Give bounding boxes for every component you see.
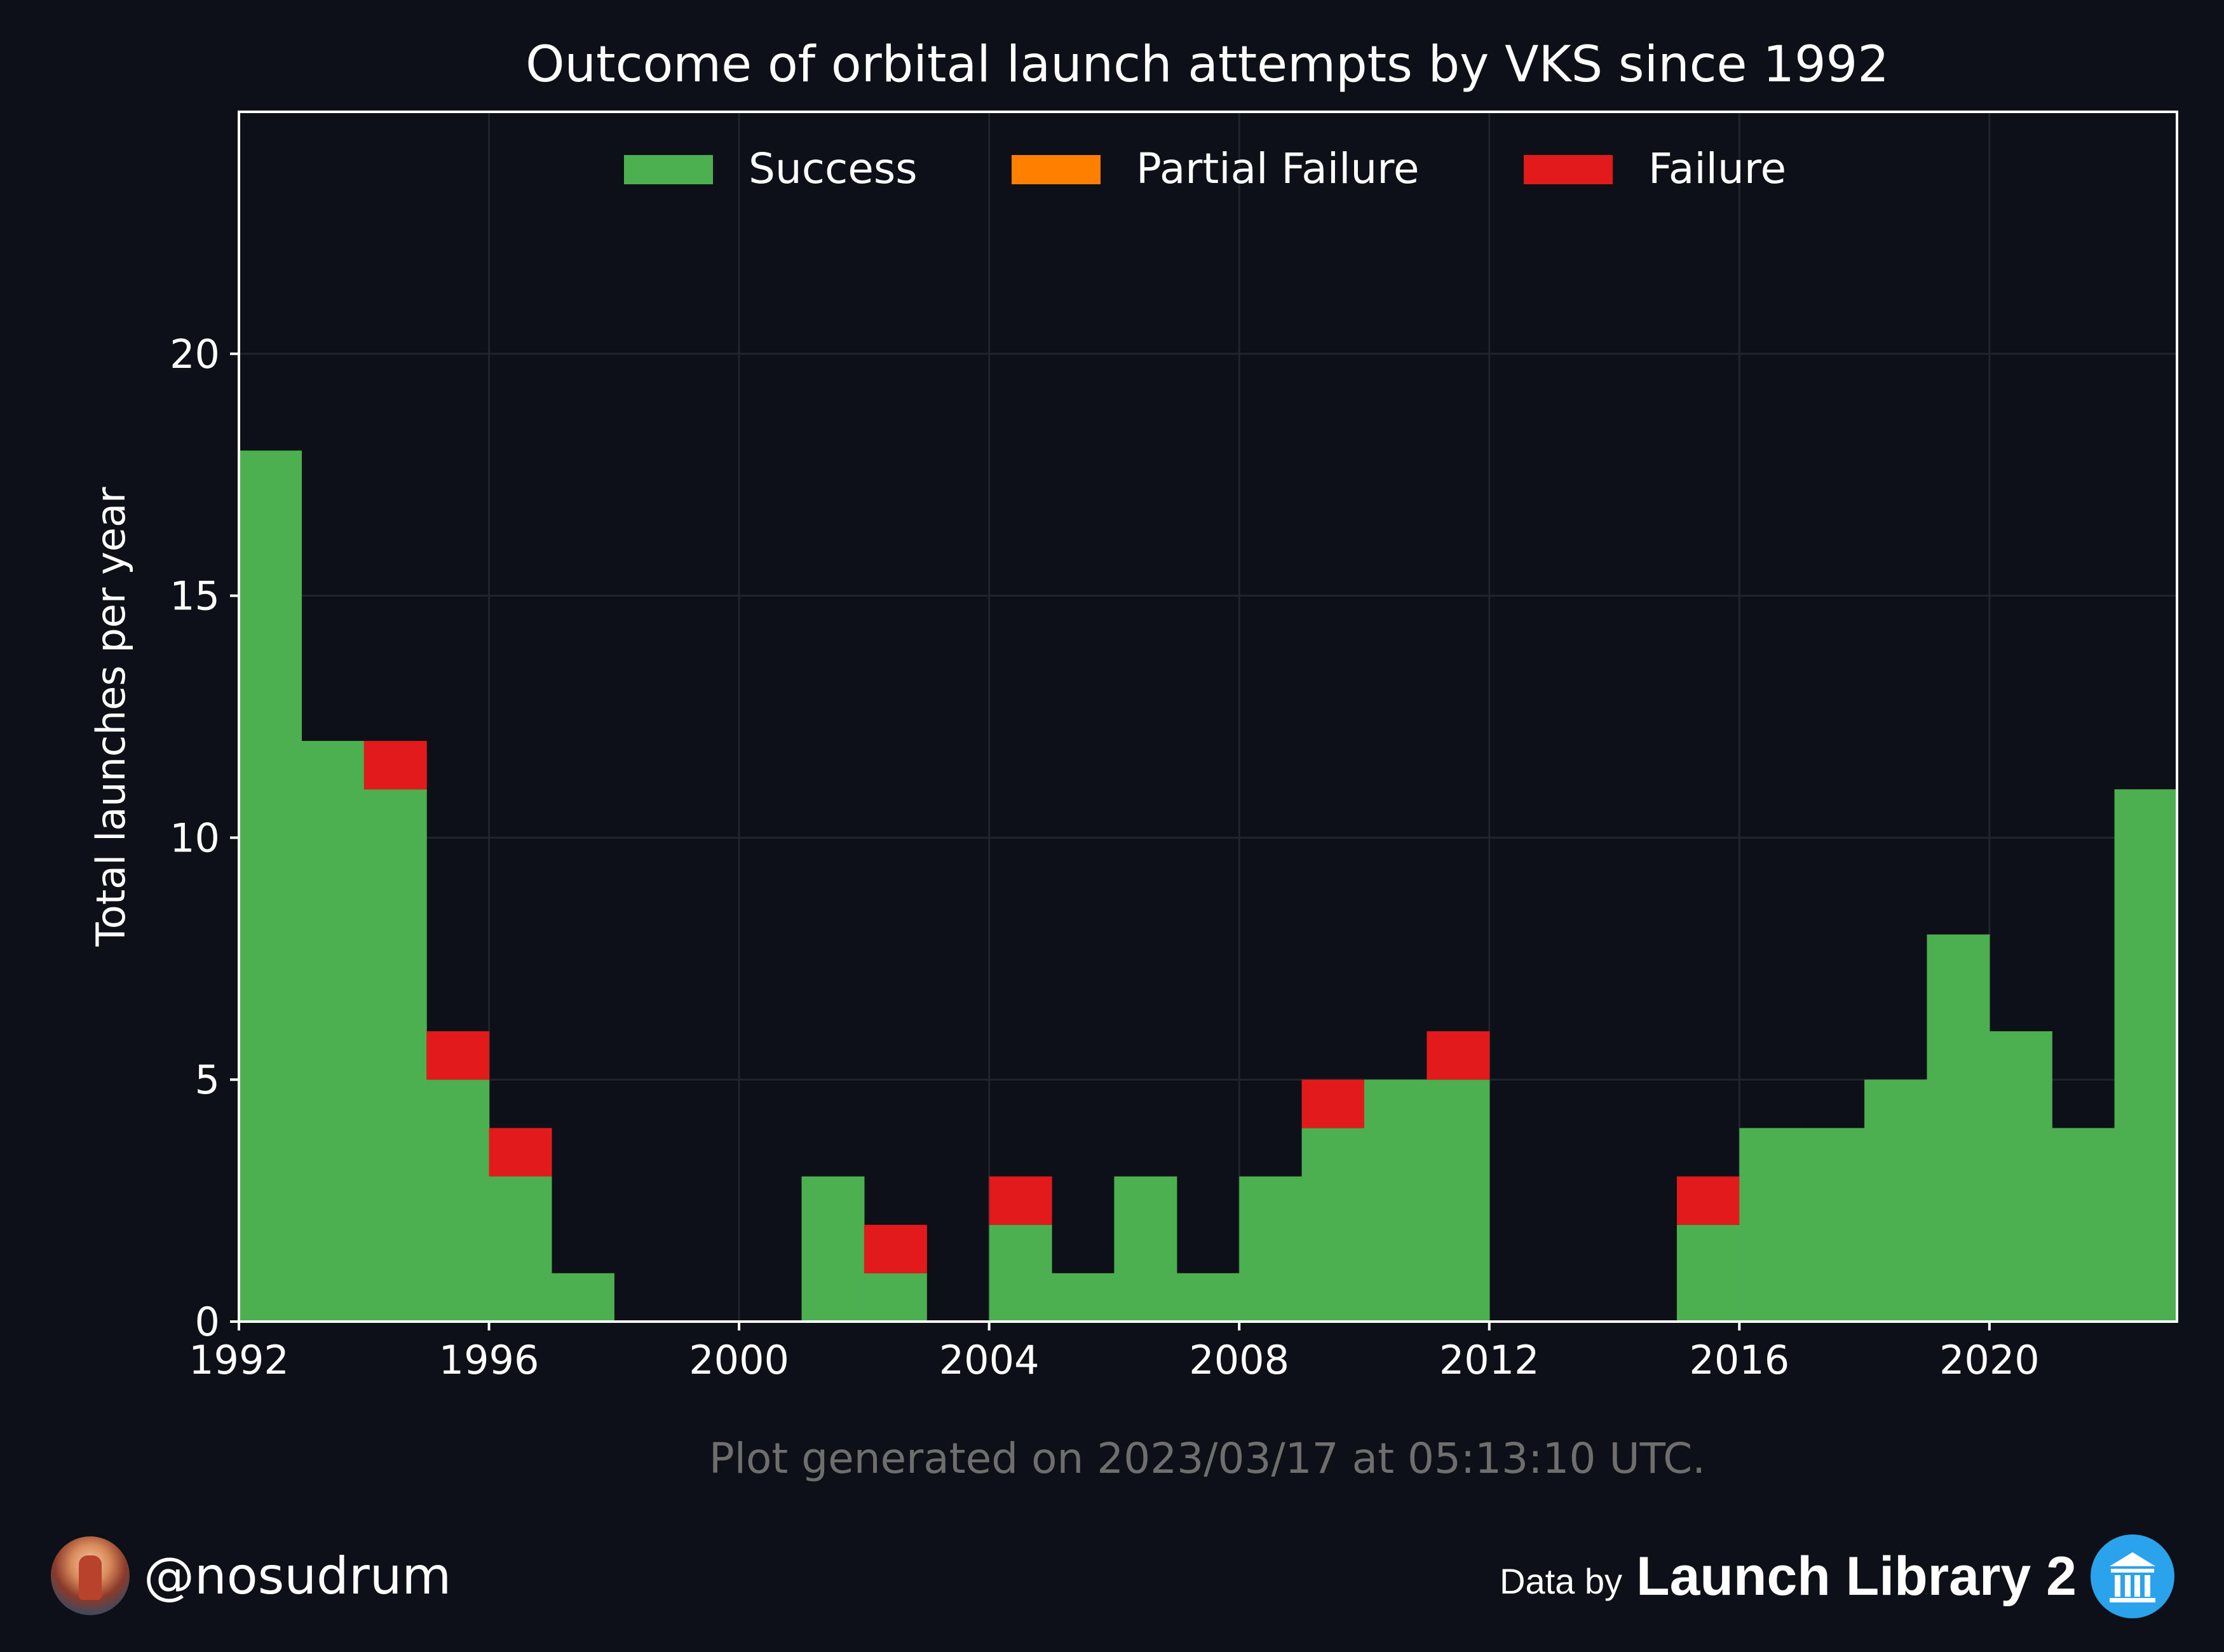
avatar — [51, 1536, 130, 1615]
legend-label: Failure — [1648, 144, 1786, 193]
bar-success — [1864, 1080, 1928, 1322]
author-handle: @nosudrum — [144, 1546, 452, 1606]
bar-success — [801, 1176, 865, 1322]
x-tick-label: 1992 — [189, 1337, 289, 1383]
x-tick-label: 2000 — [689, 1337, 789, 1383]
legend: Success Partial Failure Failure — [624, 144, 1786, 193]
x-tick-label: 2016 — [1689, 1337, 1789, 1383]
bar-success — [1676, 1224, 1740, 1322]
bar-failure — [363, 741, 427, 790]
y-axis-label: Total launches per year — [88, 487, 134, 947]
bar-failure — [1676, 1176, 1740, 1225]
x-tick-label: 2012 — [1439, 1337, 1540, 1383]
data-source-credit: Data by Launch Library 2 — [1500, 1534, 2174, 1618]
bar-success — [989, 1224, 1052, 1322]
bar-success — [239, 450, 302, 1322]
legend-swatch — [1012, 155, 1101, 184]
bar-success — [1989, 1031, 2052, 1322]
bar-success — [1176, 1273, 1240, 1322]
bar-success — [1927, 934, 1990, 1322]
x-tick-label: 2020 — [1939, 1337, 2040, 1383]
author-credit: @nosudrum — [51, 1536, 451, 1615]
ticks: 1992 1996 2000 2004 2008 2012 2016 2020 0 5 10 15 20 — [170, 331, 2040, 1383]
bar-success — [363, 789, 427, 1322]
data-source-name: Launch Library 2 — [1636, 1545, 2077, 1607]
y-tick-label: 10 — [170, 815, 220, 861]
bar-success — [1427, 1080, 1490, 1322]
bar-failure — [1301, 1080, 1365, 1128]
x-tick-label: 1996 — [439, 1337, 539, 1383]
bar-failure — [1427, 1031, 1490, 1080]
legend-swatch — [624, 155, 713, 184]
bar-failure — [489, 1128, 552, 1177]
y-tick-label: 20 — [170, 331, 220, 377]
bar-success — [426, 1080, 490, 1322]
bar-success — [489, 1176, 552, 1322]
bar-success — [1801, 1128, 1865, 1322]
bar-success — [551, 1273, 614, 1322]
y-tick-label: 0 — [195, 1299, 220, 1345]
y-tick-label: 15 — [170, 573, 220, 620]
chart-title: Outcome of orbital launch attempts by VK… — [525, 36, 1889, 93]
x-tick-label: 2004 — [939, 1337, 1040, 1383]
bar-success — [1739, 1128, 1803, 1322]
plot-frame — [238, 111, 2178, 1323]
bar-success — [1052, 1273, 1115, 1322]
bar-success — [864, 1273, 927, 1322]
x-tick-label: 2008 — [1189, 1337, 1289, 1383]
bar-success — [1239, 1176, 1303, 1322]
footnote: Plot generated on 2023/03/17 at 05:13:10… — [709, 1434, 1705, 1483]
bar-success — [2052, 1128, 2115, 1322]
bar-success — [1301, 1128, 1365, 1322]
bar-success — [1114, 1176, 1177, 1322]
bar-success — [2114, 789, 2178, 1322]
bar-failure — [426, 1031, 490, 1080]
bars — [239, 450, 2178, 1322]
bar-failure — [989, 1176, 1052, 1225]
data-by-label: Data by — [1500, 1561, 1623, 1601]
bar-success — [1364, 1080, 1427, 1322]
bar-success — [301, 741, 365, 1322]
bar-failure — [864, 1224, 927, 1273]
legend-label: Partial Failure — [1136, 144, 1420, 193]
legend-swatch — [1524, 155, 1613, 184]
y-tick-label: 5 — [195, 1057, 220, 1103]
library-icon — [2091, 1534, 2174, 1618]
legend-label: Success — [749, 144, 918, 193]
